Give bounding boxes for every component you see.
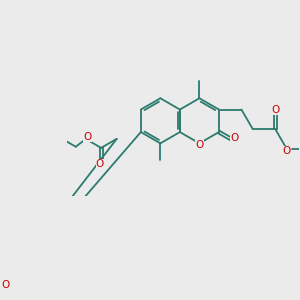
Text: O: O [83,132,92,142]
Text: O: O [195,140,203,150]
Text: O: O [2,280,10,290]
Text: O: O [230,133,238,142]
Text: O: O [282,146,291,156]
Text: O: O [95,159,104,169]
Text: O: O [271,105,279,116]
